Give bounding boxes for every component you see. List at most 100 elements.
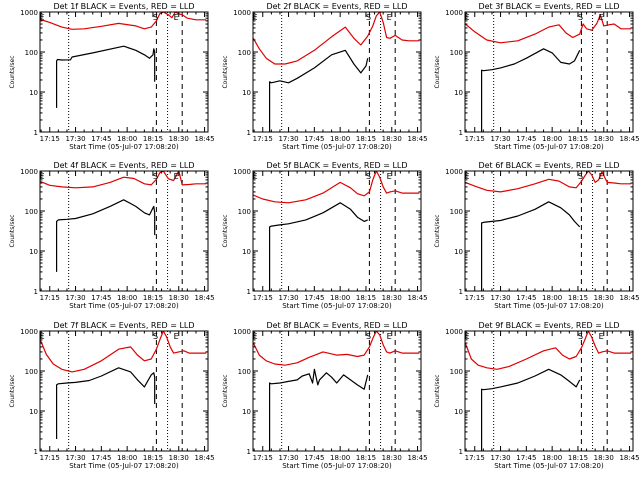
panel-title: Det 2f BLACK = Events, RED = LLD: [266, 2, 407, 11]
x-tick-label: 18:45: [194, 135, 214, 143]
panel-det-4: Det 4f BLACK = Events, RED = LLD 1 10 100 10…: [9, 161, 215, 310]
y-tick-label: 100: [450, 49, 463, 57]
x-tick-label: 17:30: [490, 454, 510, 462]
x-tick-label: 17:15: [253, 294, 273, 302]
marker-label: E: [387, 332, 392, 341]
x-tick-label: 18:45: [407, 135, 427, 143]
y-tick-label: 1000: [445, 9, 463, 17]
x-tick-label: 18:30: [382, 135, 402, 143]
x-tick-label: 17:45: [304, 135, 324, 143]
plot-frame: [464, 330, 634, 452]
panel-det-6: Det 6f BLACK = Events, RED = LLD 1 10 100 10…: [434, 161, 640, 310]
panel-title: Det 8f BLACK = Events, RED = LLD: [266, 321, 407, 330]
y-tick-label: 100: [450, 368, 463, 376]
panel-det-1: Det 1f BLACK = Events, RED = LLD 1 10 100 10…: [9, 2, 215, 151]
x-tick-label: 18:45: [619, 135, 639, 143]
panel-title: Det 9f BLACK = Events, RED = LLD: [478, 321, 619, 330]
x-tick-label: 18:15: [143, 454, 163, 462]
y-tick-label: 10: [454, 89, 463, 97]
x-tick-label: 17:45: [91, 294, 111, 302]
x-tick-label: 18:00: [542, 454, 562, 462]
marker-label: S: [578, 13, 583, 22]
x-axis-label: Start Time (05-Jul-07 17:08:20): [69, 143, 179, 151]
series-lld-line: [465, 14, 632, 44]
marker-label: S: [366, 172, 371, 181]
y-axis-label: Counts/sec: [222, 374, 229, 407]
plot-frame: [39, 11, 209, 133]
x-tick-label: 17:30: [490, 135, 510, 143]
y-tick-label: 1: [459, 288, 463, 296]
x-tick-label: 17:45: [516, 135, 536, 143]
x-tick-label: 18:45: [619, 454, 639, 462]
y-axis-label: Counts/sec: [9, 214, 16, 247]
x-tick-label: 18:00: [542, 135, 562, 143]
y-axis-label: Counts/sec: [434, 55, 441, 88]
panel-title: Det 5f BLACK = Events, RED = LLD: [266, 161, 407, 170]
x-tick-label: 17:45: [91, 454, 111, 462]
plot-frame: [39, 330, 209, 452]
x-tick-label: 18:15: [568, 454, 588, 462]
y-axis-label: Counts/sec: [9, 374, 16, 407]
series-events-line: [56, 199, 156, 272]
y-tick-label: 1000: [445, 328, 463, 336]
x-tick-label: 18:15: [568, 294, 588, 302]
y-tick-label: 10: [242, 408, 251, 416]
x-tick-label: 18:45: [407, 454, 427, 462]
y-tick-label: 10: [242, 89, 251, 97]
panel-title: Det 1f BLACK = Events, RED = LLD: [53, 2, 194, 11]
y-tick-label: 10: [242, 248, 251, 256]
series-lld-line: [253, 171, 420, 204]
x-tick-label: 18:15: [356, 454, 376, 462]
marker-label: E: [252, 332, 257, 341]
marker-label: E: [252, 172, 257, 181]
marker-label: E: [39, 332, 44, 341]
x-tick-label: 18:30: [382, 294, 402, 302]
series-events-line: [56, 45, 156, 108]
series-lld-line: [253, 331, 420, 366]
marker-label: E: [252, 13, 257, 22]
marker-label: S: [578, 172, 583, 181]
x-tick-label: 18:30: [169, 454, 189, 462]
marker-label: E: [599, 172, 604, 181]
y-tick-label: 1: [247, 448, 251, 456]
x-tick-label: 17:45: [91, 135, 111, 143]
plot-frame: [464, 170, 634, 292]
y-axis-label: Counts/sec: [9, 55, 16, 88]
plot-frame: [252, 170, 422, 292]
series-events-line: [56, 367, 156, 439]
x-tick-label: 18:45: [619, 294, 639, 302]
x-axis-label: Start Time (05-Jul-07 17:08:20): [282, 143, 392, 151]
marker-label: E: [387, 13, 392, 22]
panel-det-3: Det 3f BLACK = Events, RED = LLD 1 10 100 10…: [434, 2, 640, 151]
x-axis-label: Start Time (05-Jul-07 17:08:20): [282, 462, 392, 470]
series-lld-line: [40, 12, 207, 30]
x-tick-label: 18:15: [356, 294, 376, 302]
x-tick-label: 17:15: [465, 454, 485, 462]
x-tick-label: 18:00: [542, 294, 562, 302]
y-tick-label: 10: [454, 248, 463, 256]
marker-label: S: [153, 332, 158, 341]
panel-det-9: Det 9f BLACK = Events, RED = LLD 1 10 100 10…: [434, 321, 640, 470]
y-tick-label: 1000: [20, 328, 38, 336]
x-tick-label: 17:30: [278, 454, 298, 462]
x-tick-label: 18:00: [330, 135, 350, 143]
series-events-line: [481, 48, 581, 132]
series-events-line: [269, 202, 368, 291]
marker-label: S: [153, 172, 158, 181]
x-tick-label: 17:45: [516, 294, 536, 302]
panel-title: Det 4f BLACK = Events, RED = LLD: [53, 161, 194, 170]
y-tick-label: 100: [238, 208, 251, 216]
panel-title: Det 7f BLACK = Events, RED = LLD: [53, 321, 194, 330]
y-tick-label: 100: [25, 49, 38, 57]
x-axis-label: Start Time (05-Jul-07 17:08:20): [69, 302, 179, 310]
y-tick-label: 1000: [445, 168, 463, 176]
x-tick-label: 18:45: [194, 294, 214, 302]
plot-frame: [464, 11, 634, 133]
x-tick-label: 18:15: [568, 135, 588, 143]
plot-frame: [252, 11, 422, 133]
x-tick-label: 18:15: [143, 135, 163, 143]
y-tick-label: 1000: [20, 9, 38, 17]
